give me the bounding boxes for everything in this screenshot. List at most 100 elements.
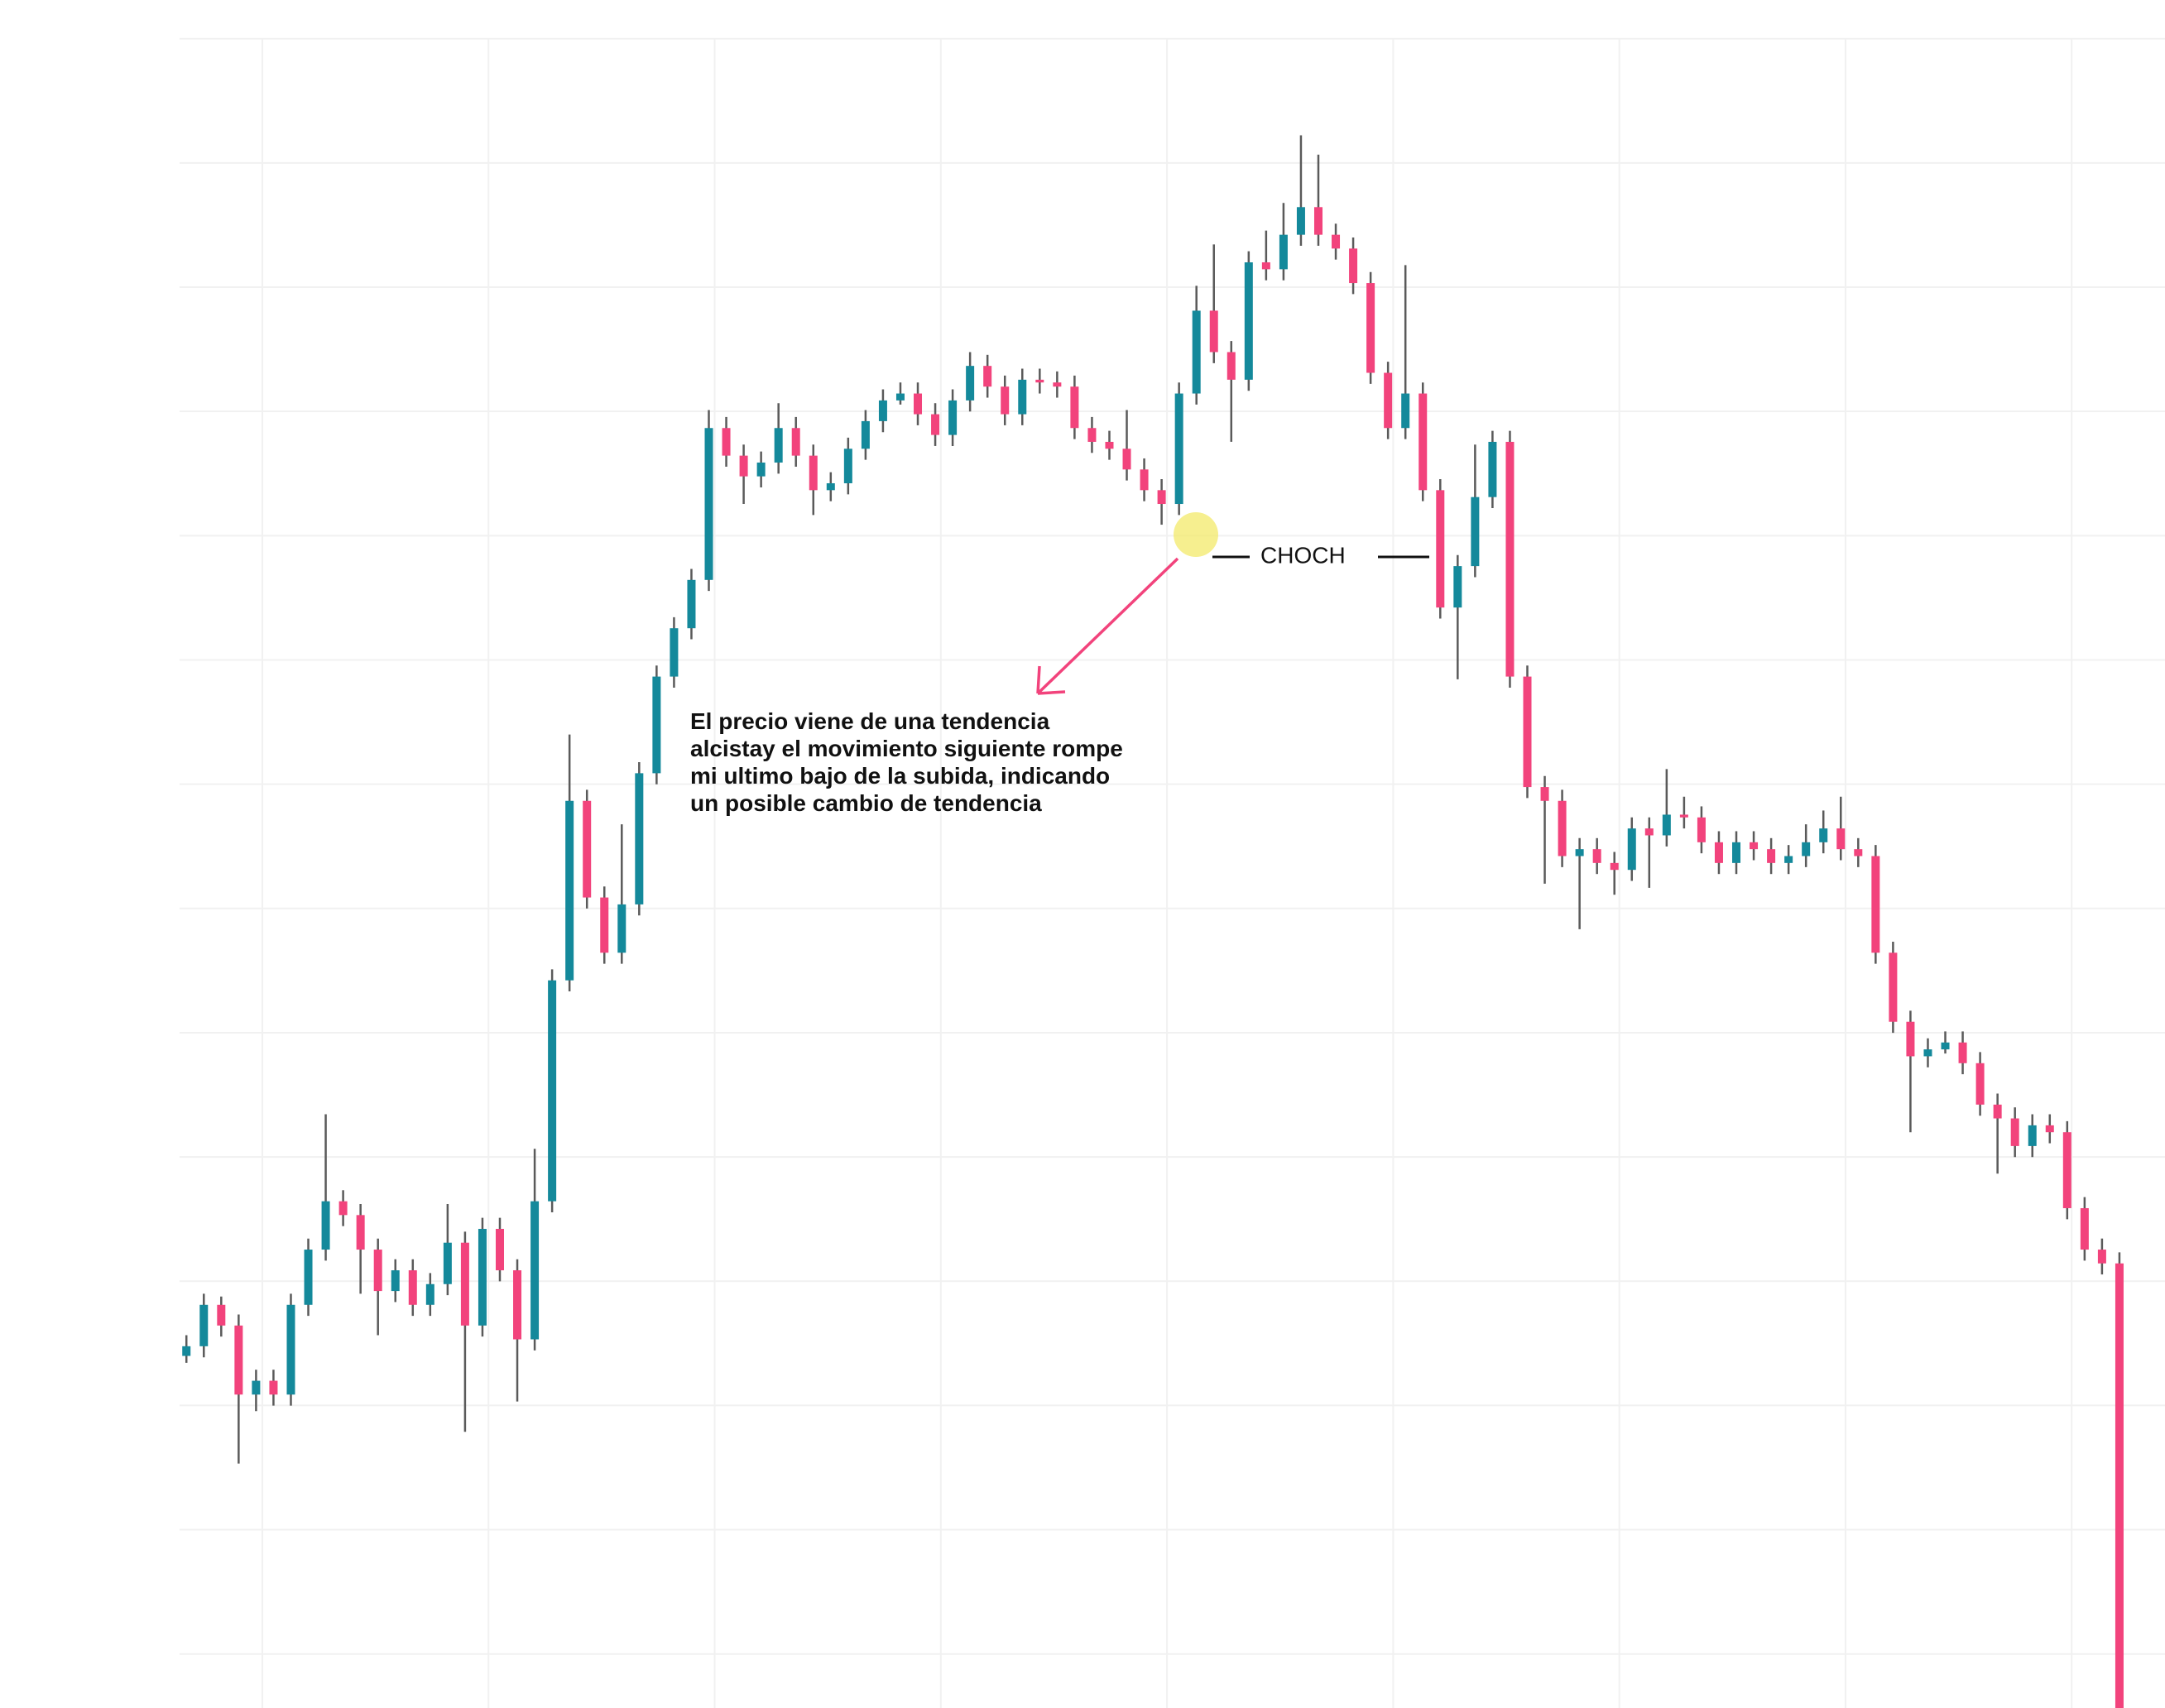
candle-body <box>809 455 818 491</box>
candle-body <box>1958 1042 1967 1063</box>
candle-body <box>408 1270 417 1305</box>
candle-body <box>460 1242 469 1326</box>
candle-body <box>826 482 835 491</box>
candle-body <box>931 414 940 435</box>
candle-body <box>1192 310 1201 394</box>
annotation-line: alcistay el movimiento siguiente rompe <box>690 736 1123 761</box>
annotations: CHOCH El precio viene de una tendencia a… <box>690 512 1429 816</box>
candle-body <box>1261 262 1270 270</box>
candle-body <box>1505 441 1515 677</box>
candle-body <box>1140 469 1149 491</box>
candle-body <box>774 428 783 463</box>
candle-body <box>1923 1049 1932 1057</box>
candle-body <box>2045 1125 2054 1133</box>
candle-body <box>1035 379 1044 383</box>
candle-body <box>1732 842 1741 863</box>
candle-body <box>1662 814 1671 836</box>
candle-body <box>1436 490 1445 608</box>
candle-body <box>704 428 713 580</box>
candle-body <box>1366 283 1375 373</box>
candle-body <box>1471 497 1480 567</box>
candle-body <box>739 455 748 477</box>
candle-body <box>182 1346 191 1356</box>
candle-body <box>2062 1132 2071 1208</box>
candle-body <box>1001 386 1010 415</box>
candle-body <box>373 1250 382 1292</box>
candle-body <box>304 1250 313 1305</box>
candle-body <box>1174 393 1183 505</box>
candle-body <box>1488 441 1497 497</box>
candle-body <box>391 1270 400 1292</box>
candle-body <box>948 400 958 435</box>
candle-body <box>617 904 626 953</box>
candle-body <box>1819 828 1828 842</box>
candle-body <box>1053 382 1062 387</box>
candle-body <box>670 628 679 677</box>
candle-body <box>1227 352 1236 380</box>
candle-body <box>1279 234 1288 270</box>
candle-body <box>1419 393 1428 491</box>
candle-body <box>1644 828 1654 836</box>
candle-body <box>1836 828 1846 850</box>
candle-body <box>878 400 887 421</box>
candle-body <box>548 980 557 1202</box>
candle-body <box>1627 828 1636 871</box>
candle-body <box>269 1380 278 1395</box>
candle-body <box>1714 842 1723 863</box>
candle-body <box>234 1325 243 1395</box>
candle-body <box>1401 393 1410 429</box>
candle-body <box>1244 262 1253 380</box>
candle-body <box>687 579 696 629</box>
candle-body <box>1610 862 1619 871</box>
candle-body <box>199 1304 209 1346</box>
annotation-line: un posible cambio de tendencia <box>690 790 1042 816</box>
candle-body <box>966 366 975 401</box>
candle-body <box>1750 842 1759 850</box>
highlight-circle <box>1174 512 1218 557</box>
candle-body <box>1070 386 1079 429</box>
candle-body <box>2028 1125 2037 1146</box>
candle-body <box>565 800 574 981</box>
candle-body <box>252 1380 261 1395</box>
candle-body <box>1122 449 1131 470</box>
candle-body <box>1523 676 1532 788</box>
candle-body <box>2097 1250 2106 1264</box>
candle-body <box>1854 849 1863 856</box>
choch-label: CHOCH <box>1260 542 1346 568</box>
candle-body <box>217 1304 226 1326</box>
candle-body <box>513 1270 522 1340</box>
candle-body <box>1871 856 1880 953</box>
candle-body <box>1332 234 1341 249</box>
candle-body <box>600 897 609 953</box>
candle-body <box>1906 1021 1915 1057</box>
candle-body <box>895 393 905 401</box>
candle-body <box>356 1215 365 1250</box>
grid <box>179 37 2165 1708</box>
candle-body <box>1296 207 1305 235</box>
candle-body <box>530 1201 540 1340</box>
candle-body <box>425 1283 434 1305</box>
candle-body <box>1349 248 1358 284</box>
candle-body <box>1384 372 1393 429</box>
candle-body <box>1540 787 1549 801</box>
candle-body <box>1697 817 1706 842</box>
candle-body <box>1679 814 1688 818</box>
candle-body <box>1087 428 1097 442</box>
candle-body <box>2080 1207 2089 1250</box>
candle-body <box>861 420 870 449</box>
candle-body <box>1157 490 1166 505</box>
candle-body <box>791 428 800 456</box>
candle-body <box>914 393 923 415</box>
candle-body <box>2115 1263 2124 1708</box>
annotation-line: El precio viene de una tendencia <box>690 708 1050 734</box>
candle-body <box>1784 856 1793 863</box>
candle-body <box>1313 207 1323 235</box>
candle-body <box>1993 1104 2002 1119</box>
candle-body <box>983 366 992 387</box>
annotation-line: mi ultimo bajo de la subida, indicando <box>690 763 1110 789</box>
candle-body <box>583 800 592 898</box>
candle-body <box>321 1201 330 1250</box>
candle-body <box>1558 800 1567 856</box>
candle-body <box>1592 849 1601 863</box>
